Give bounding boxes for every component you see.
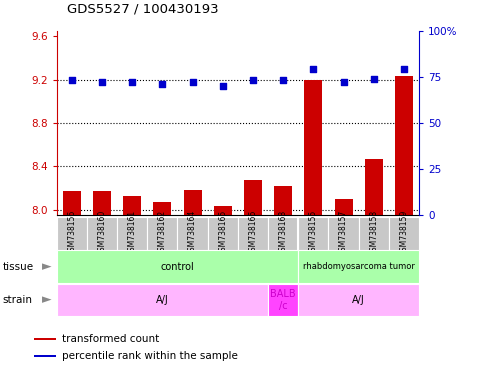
Point — [310, 66, 317, 73]
Text: GSM738158: GSM738158 — [369, 210, 378, 257]
Text: BALB
/c: BALB /c — [270, 289, 296, 311]
Bar — [214, 206, 232, 215]
FancyBboxPatch shape — [87, 217, 117, 250]
Point — [128, 79, 136, 85]
Text: transformed count: transformed count — [62, 334, 160, 344]
FancyBboxPatch shape — [177, 217, 208, 250]
Bar — [93, 191, 111, 215]
FancyBboxPatch shape — [389, 217, 419, 250]
FancyBboxPatch shape — [328, 217, 359, 250]
Text: GSM738163: GSM738163 — [279, 210, 288, 257]
Point — [219, 83, 227, 89]
Bar — [244, 180, 262, 215]
Text: ►: ► — [42, 260, 52, 273]
Text: rhabdomyosarcoma tumor: rhabdomyosarcoma tumor — [303, 262, 415, 271]
FancyBboxPatch shape — [147, 217, 177, 250]
Text: strain: strain — [2, 295, 33, 305]
FancyBboxPatch shape — [117, 217, 147, 250]
Text: GSM738161: GSM738161 — [128, 210, 137, 257]
Text: control: control — [161, 262, 194, 272]
Bar — [63, 191, 81, 215]
Text: GSM738165: GSM738165 — [218, 210, 227, 257]
Bar — [395, 76, 413, 215]
FancyBboxPatch shape — [298, 250, 419, 283]
FancyBboxPatch shape — [57, 284, 268, 316]
Text: A/J: A/J — [156, 295, 169, 305]
Text: GSM738160: GSM738160 — [98, 210, 106, 257]
Text: ►: ► — [42, 294, 52, 306]
Bar — [304, 79, 322, 215]
Point — [400, 66, 408, 73]
Text: A/J: A/J — [352, 295, 365, 305]
Text: GDS5527 / 100430193: GDS5527 / 100430193 — [67, 2, 218, 15]
Point — [340, 79, 348, 85]
Text: GSM738157: GSM738157 — [339, 210, 348, 257]
Point — [158, 81, 166, 87]
Text: percentile rank within the sample: percentile rank within the sample — [62, 351, 238, 361]
Text: tissue: tissue — [2, 262, 34, 272]
Bar — [334, 199, 352, 215]
FancyBboxPatch shape — [268, 217, 298, 250]
Point — [249, 78, 257, 84]
Text: GSM738155: GSM738155 — [309, 210, 318, 257]
Bar — [365, 159, 383, 215]
Text: GSM738164: GSM738164 — [188, 210, 197, 257]
Bar — [183, 190, 202, 215]
Bar — [34, 355, 56, 357]
FancyBboxPatch shape — [57, 250, 298, 283]
Point — [68, 78, 76, 84]
Bar — [123, 195, 141, 215]
Bar — [34, 338, 56, 340]
FancyBboxPatch shape — [268, 284, 298, 316]
FancyBboxPatch shape — [359, 217, 389, 250]
FancyBboxPatch shape — [57, 217, 87, 250]
Text: GSM738159: GSM738159 — [399, 210, 409, 257]
FancyBboxPatch shape — [298, 217, 328, 250]
FancyBboxPatch shape — [298, 284, 419, 316]
Text: GSM738166: GSM738166 — [248, 210, 257, 257]
FancyBboxPatch shape — [208, 217, 238, 250]
Point — [98, 79, 106, 85]
Text: GSM738156: GSM738156 — [67, 210, 76, 257]
Point — [279, 78, 287, 84]
Point — [370, 76, 378, 82]
Bar — [274, 186, 292, 215]
FancyBboxPatch shape — [238, 217, 268, 250]
Text: GSM738162: GSM738162 — [158, 210, 167, 257]
Point — [189, 79, 197, 85]
Bar — [153, 202, 172, 215]
